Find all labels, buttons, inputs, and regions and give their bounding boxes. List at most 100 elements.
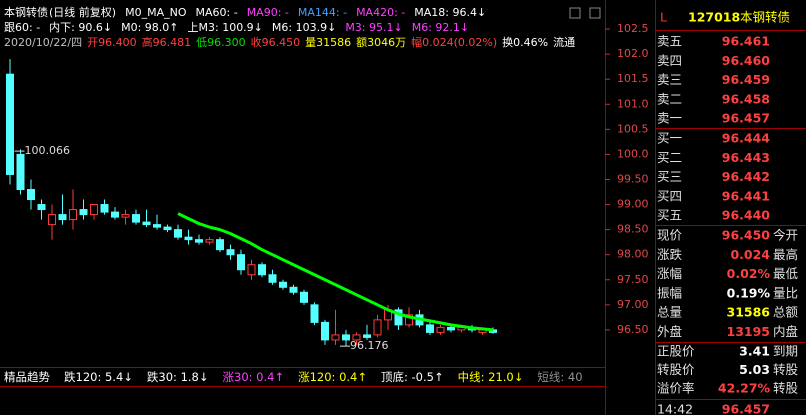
candle-body (247, 264, 256, 276)
candle-body (121, 214, 130, 218)
candle-body (478, 329, 487, 333)
row-value: 96.460 (722, 53, 771, 68)
indicator: MA420: - (356, 6, 406, 19)
y-tick-label: 100.5 (617, 122, 649, 135)
indicator: 短线: 40 (537, 370, 583, 384)
candle-body (436, 326, 445, 333)
row-label: 卖二 (657, 91, 682, 106)
row-value: 31586 (727, 305, 771, 320)
candle-body (142, 221, 151, 226)
candle-body (153, 224, 161, 228)
quote-field: 高96.481 (141, 36, 192, 49)
row-value: 96.441 (722, 188, 770, 203)
row-label: 买五 (657, 208, 682, 223)
ma-line (177, 212, 494, 332)
candle-body (426, 324, 434, 333)
row-label: 买一 (657, 131, 682, 146)
indicator: 内下: 90.6↓ (49, 21, 113, 34)
row-label: 卖三 (657, 72, 682, 87)
row-value: 96.450 (722, 228, 771, 243)
row-value: 96.443 (722, 150, 770, 165)
indicator-row: 跟60: - 内下: 90.6↓ M0: 98.0↑ 上M3: 100.9↓ M6: 1… (4, 20, 469, 35)
y-tick-label: 97.50 (617, 273, 649, 286)
candle-body (48, 214, 56, 226)
candle-body (69, 209, 77, 221)
row-value: 13195 (727, 324, 771, 339)
indicator: 跌120: 5.4↓ (64, 370, 133, 384)
y-tick-label: 101.0 (617, 97, 649, 110)
row-extra: 转股 (773, 381, 799, 396)
candle-body (363, 334, 371, 338)
annotation: 100.066 (25, 144, 71, 157)
y-tick-label: 98.00 (617, 248, 649, 261)
quote-field: 幅0.024(0.02%) (411, 36, 498, 49)
candle-body (258, 264, 266, 276)
row-value: 96.458 (722, 91, 770, 106)
row-label: 涨幅 (657, 266, 682, 281)
y-tick-label: 98.50 (617, 223, 649, 236)
candle-body (279, 281, 287, 288)
indicator: M3: 95.1↓ (345, 21, 403, 34)
y-tick-label: 102.0 (617, 47, 649, 60)
indicator: 跟60: - (4, 21, 41, 34)
row-extra: 量比 (773, 285, 798, 300)
quote-field: 流通 (553, 36, 576, 49)
row-label: 振幅 (657, 285, 682, 300)
mode[interactable]: (日线 前复权) (49, 6, 117, 19)
candle-body (342, 334, 350, 341)
candle-body (174, 229, 182, 238)
candle-body (27, 189, 35, 201)
candle-body (489, 329, 497, 333)
quote-row: 2020/10/22/四 开96.400 高96.481 低96.300 收96.450… (4, 35, 575, 50)
y-tick-label: 99.00 (617, 198, 649, 211)
candle-body (352, 334, 361, 341)
quote-field: 额3046万 (356, 36, 407, 49)
quote-field: 2020/10/22/四 (4, 36, 83, 49)
row-value: 96.440 (722, 208, 771, 223)
row-label: 外盘 (657, 324, 682, 339)
annotation: 96.176 (350, 339, 389, 352)
candle-body (384, 309, 392, 321)
candle-body (331, 334, 340, 341)
candle-body (405, 314, 413, 326)
y-tick-label: 97.00 (617, 298, 649, 311)
candle-body (415, 314, 424, 326)
y-tick-label: 96.50 (617, 323, 649, 336)
row-value: 96.457 (722, 111, 770, 126)
quote-field: 开96.400 (87, 36, 137, 49)
quote-field: 收96.450 (250, 36, 301, 49)
candle-body (100, 204, 109, 213)
row-extra: 今开 (773, 228, 798, 243)
candle-body (58, 214, 67, 221)
row-value: 96.442 (722, 169, 770, 184)
y-tick-label: 100.0 (617, 147, 649, 160)
indicator: 上M3: 100.9↓ (187, 21, 263, 34)
row-label: 卖四 (657, 53, 682, 68)
indicator: MA90: - (246, 6, 289, 19)
row-value: 96.459 (722, 72, 770, 87)
indicator: 涨120: 0.4↑ (298, 370, 367, 384)
candle-body (321, 321, 329, 341)
button[interactable] (569, 7, 581, 19)
row-label: 买四 (657, 188, 682, 203)
row-value: 96.461 (722, 34, 770, 49)
title: 本钢转债 (4, 6, 48, 19)
row-extra: 最高 (773, 247, 798, 262)
candle-body (184, 236, 193, 241)
candle-body (216, 239, 224, 251)
row-extra: 转股 (773, 362, 799, 377)
indicator: MA144: - (297, 6, 348, 19)
indicator: MA60: - (195, 6, 238, 19)
panel-name: 本钢转债 (740, 10, 790, 25)
candle-body (289, 286, 298, 293)
button[interactable] (589, 7, 601, 19)
row-value: 0.02% (727, 266, 771, 281)
row-label: 溢价率 (657, 381, 695, 396)
row-value: 5.03 (739, 362, 770, 377)
panel-mark: L (660, 10, 667, 25)
candle-body (226, 249, 235, 256)
row-value: 3.41 (739, 344, 770, 359)
candle-body (300, 291, 308, 303)
tick-time: 14:42 (657, 402, 693, 415)
